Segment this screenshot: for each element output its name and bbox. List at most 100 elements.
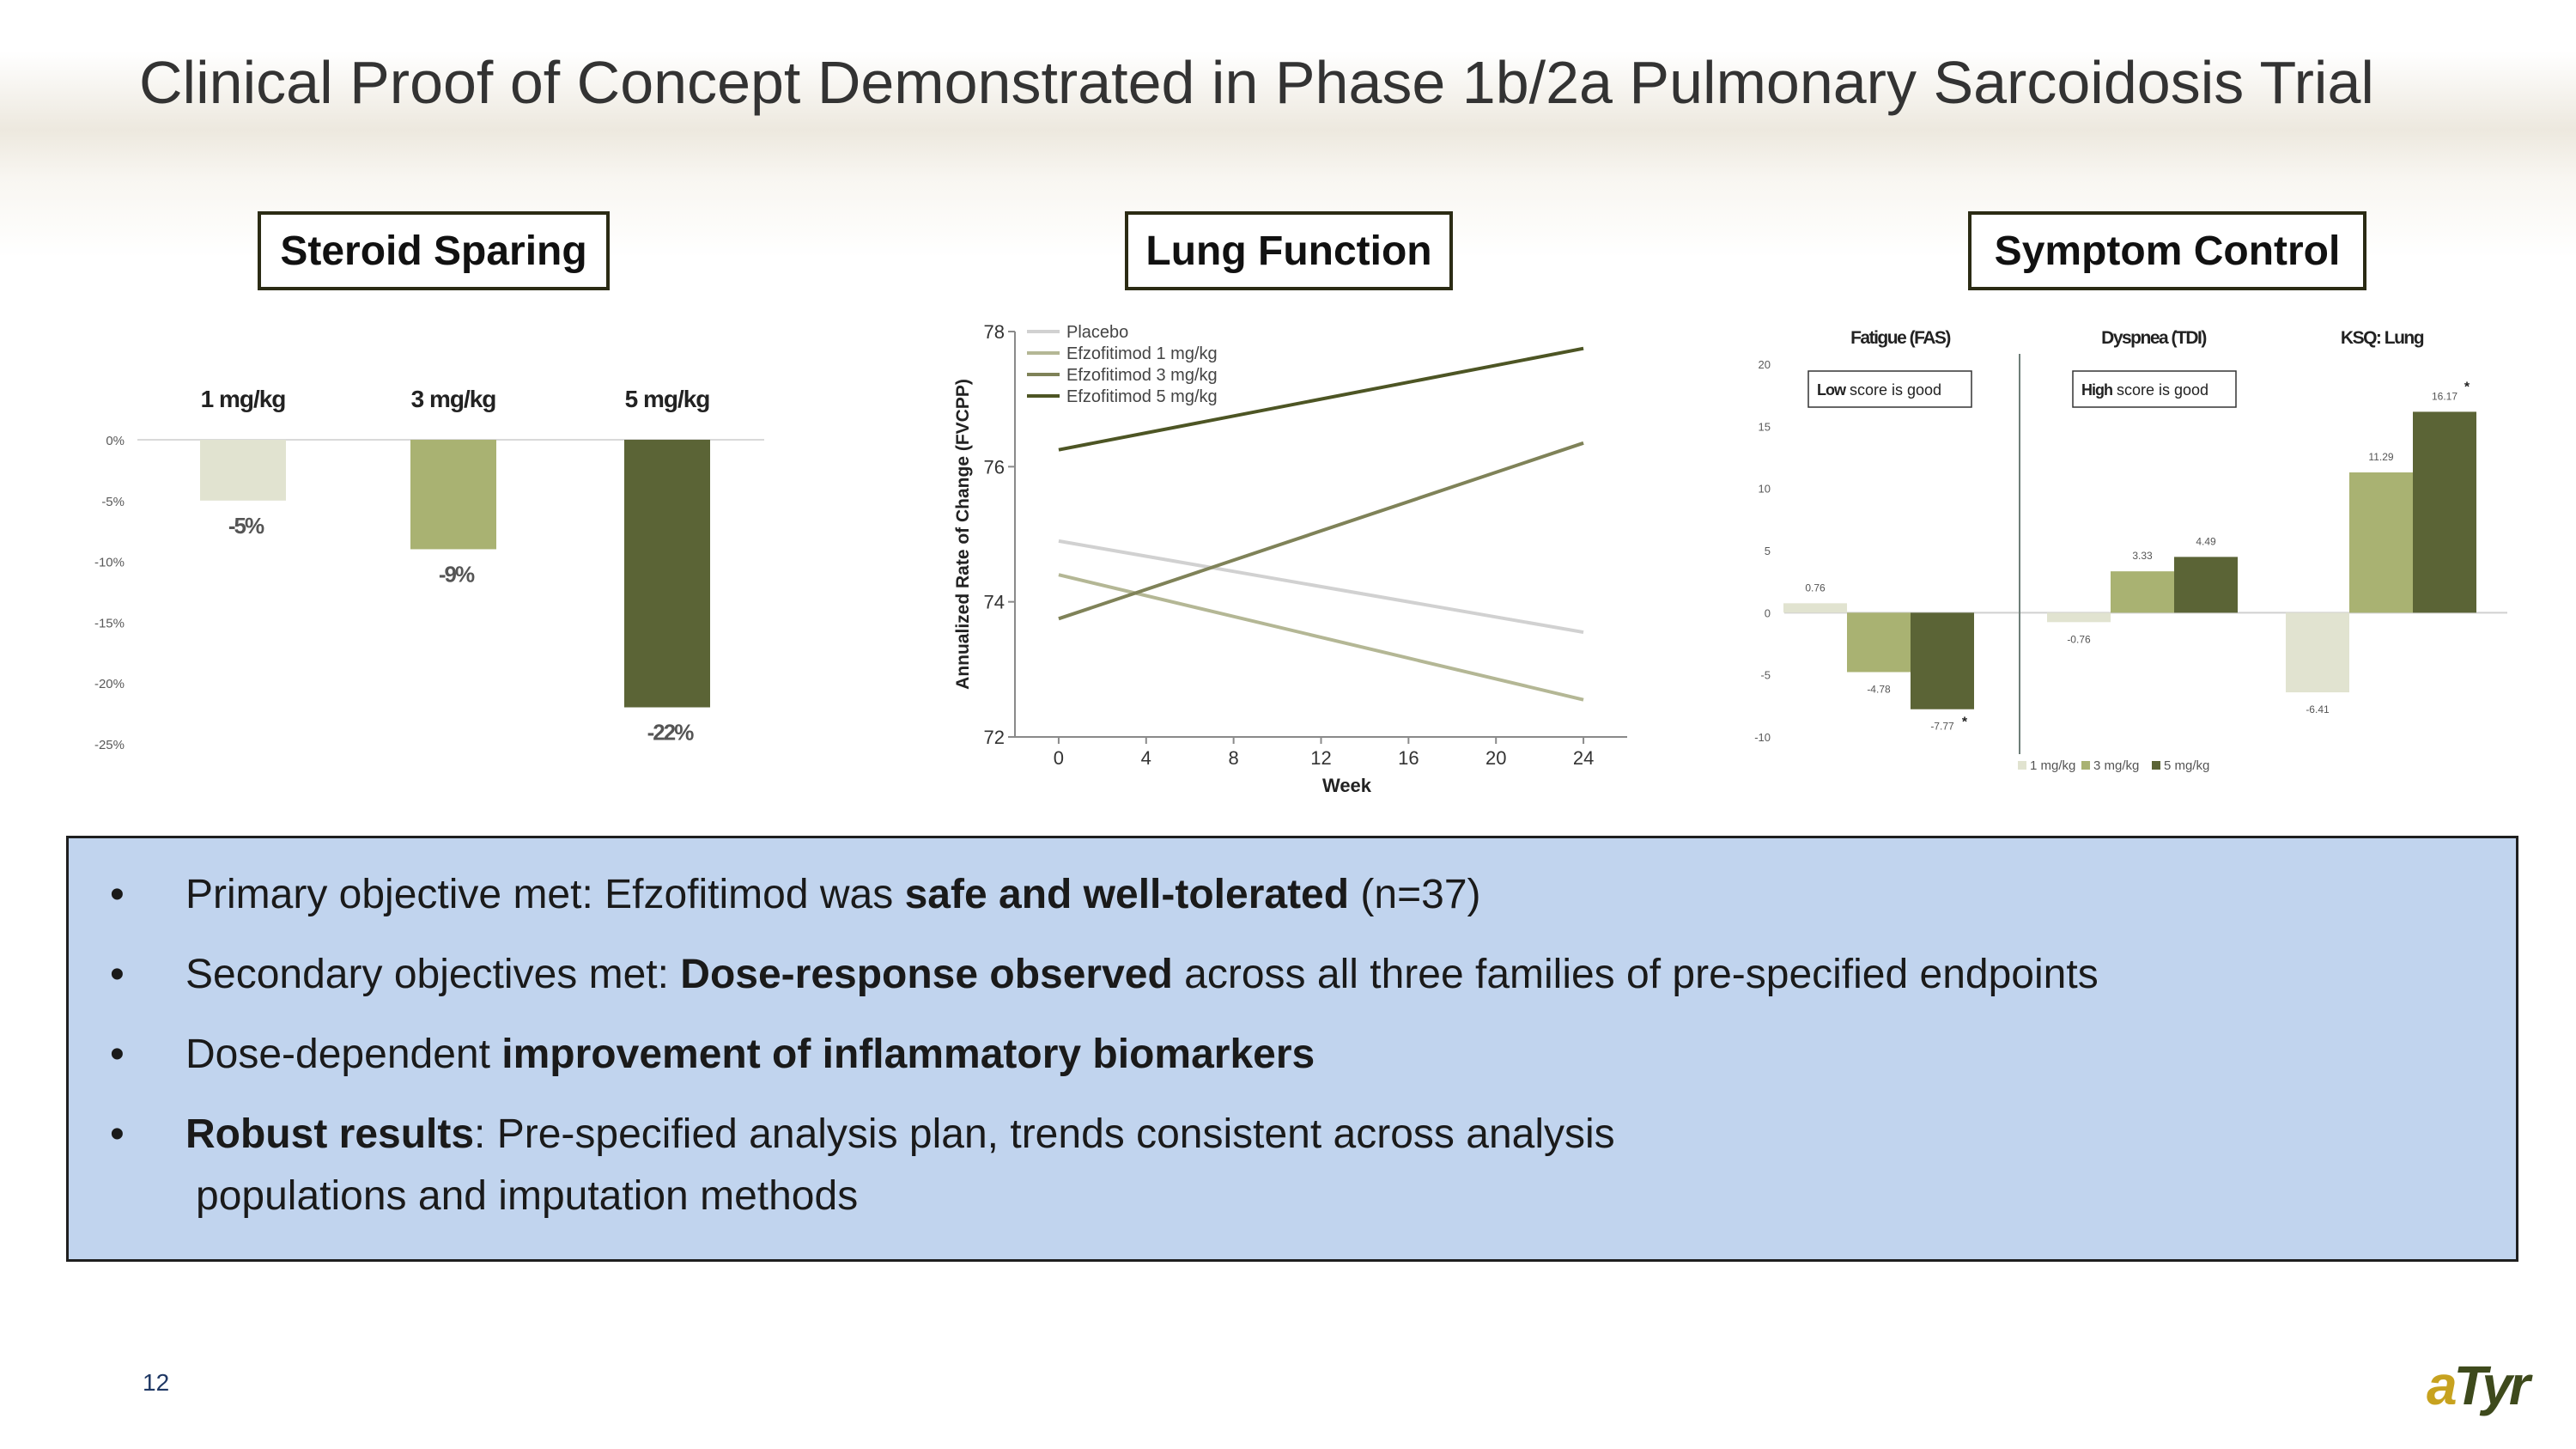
note-bold: High — [2081, 381, 2112, 399]
data-label: 0.76 — [1805, 581, 1826, 594]
legend-swatch — [2152, 761, 2160, 770]
series-line-3 — [1058, 346, 1584, 452]
lung-function-label: Lung Function — [1125, 211, 1453, 290]
bar-5mgkg — [624, 440, 710, 708]
legend-label: 1 mg/kg — [2030, 758, 2075, 773]
series-line-0 — [1058, 539, 1584, 635]
data-label: -9% — [439, 561, 475, 587]
bar-3mgkg — [410, 440, 496, 550]
legend-swatch — [2081, 761, 2090, 770]
note-rest: score is good — [1845, 381, 1941, 399]
x-tick-label: 4 — [1141, 747, 1151, 769]
data-label: 4.49 — [2196, 535, 2216, 547]
bullet-text: Primary objective met: Efzofitimod was s… — [185, 872, 1481, 917]
bar-3mgkg — [2111, 571, 2174, 613]
data-label: -22% — [647, 720, 695, 746]
bullet-text: Secondary objectives met: Dose-response … — [185, 952, 2099, 997]
group-label: Fatigue (FAS) — [1850, 328, 1950, 348]
y-tick-label: 78 — [984, 321, 1005, 343]
bullet-item: • Primary objective met: Efzofitimod was… — [69, 864, 2516, 926]
bullet-marker: • — [110, 1111, 125, 1157]
data-label: 16.17 — [2432, 390, 2458, 402]
x-tick-label: 0 — [1054, 747, 1064, 769]
y-tick-label: -10 — [1754, 731, 1771, 744]
note-text: Low score is good — [1817, 381, 1941, 399]
y-tick-label: 20 — [1759, 358, 1771, 371]
y-tick-label: 5 — [1765, 545, 1771, 557]
bar-1mgkg — [200, 440, 286, 501]
y-tick-label: -5 — [1760, 669, 1771, 682]
significance-mark: * — [1962, 715, 1968, 730]
x-tick-label: 16 — [1398, 747, 1419, 769]
bar-3mgkg — [1847, 612, 1911, 673]
y-tick-label: -10% — [94, 556, 125, 570]
lung-function-chart: 72 74 76 78 0 4 8 12 16 20 24 Week Annualized Rate o… — [953, 321, 1627, 796]
bullet-item: • Secondary objectives met: Dose-respons… — [69, 944, 2516, 1006]
group-label: Dyspnea (TDI) — [2101, 328, 2206, 348]
note-rest: score is good — [2112, 381, 2208, 399]
x-tick-label: 24 — [1573, 747, 1594, 769]
y-tick-label: 74 — [984, 592, 1005, 613]
page-number: 12 — [143, 1369, 170, 1396]
y-tick-label: -15% — [94, 616, 125, 630]
data-label: 11.29 — [2368, 451, 2393, 463]
bullet-text: Robust results: Pre-specified analysis p… — [185, 1111, 1615, 1219]
bar-1mgkg — [2047, 612, 2111, 623]
y-tick-label: 10 — [1759, 483, 1771, 496]
y-tick-label: 0% — [106, 434, 125, 448]
data-label: -0.76 — [2067, 633, 2091, 645]
legend-label: Efzofitimod 3 mg/kg — [1066, 366, 1218, 385]
symptom-control-chart: 20 15 10 5 0 -5 -10 Fatigue (FAS) Dyspnea (TDI) K… — [1754, 328, 2507, 773]
note-text: High score is good — [2081, 381, 2208, 399]
bar-3mgkg — [2349, 472, 2413, 613]
significance-mark: * — [2464, 380, 2470, 394]
legend-label: 5 mg/kg — [2164, 758, 2209, 773]
y-tick-label: 76 — [984, 456, 1005, 478]
y-axis-label: Annualized Rate of Change (FVCPP) — [953, 379, 973, 690]
data-label: -5% — [228, 513, 264, 539]
note-box — [1807, 370, 1972, 408]
bar-1mgkg — [2286, 612, 2349, 693]
data-label: -4.78 — [1867, 683, 1891, 695]
bullet-text: Dose-dependent improvement of inflammato… — [185, 1032, 1315, 1077]
legend-label: Efzofitimod 5 mg/kg — [1066, 387, 1218, 406]
slide-title: Clinical Proof of Concept Demonstrated i… — [139, 49, 2374, 116]
note-bold: Low — [1817, 381, 1847, 399]
y-tick-label: -25% — [94, 738, 125, 752]
bar-5mgkg — [2174, 557, 2238, 613]
steroid-sparing-label: Steroid Sparing — [258, 211, 610, 290]
bullet-item: • Dose-dependent improvement of inflamma… — [69, 1024, 2516, 1086]
bar-1mgkg — [1783, 603, 1847, 613]
note-box — [2072, 370, 2237, 408]
series-line-2 — [1058, 441, 1584, 621]
category-label: 3 mg/kg — [411, 386, 496, 412]
y-tick-label: 15 — [1759, 420, 1771, 433]
data-label: -6.41 — [2306, 703, 2330, 715]
symptom-control-label: Symptom Control — [1968, 211, 2366, 290]
data-label: -7.77 — [1930, 721, 1954, 733]
steroid-sparing-chart: 0% -5% -10% -15% -20% -25% 1 mg/kg -5% 3 mg/kg -9… — [94, 386, 764, 752]
legend-label: 3 mg/kg — [2093, 758, 2139, 773]
bullet-item: • Robust results: Pre-specified analysis… — [69, 1104, 2516, 1227]
legend-swatch — [2018, 761, 2026, 770]
x-tick-label: 8 — [1229, 747, 1239, 769]
y-tick-label: -5% — [101, 495, 125, 509]
bullet-marker: • — [110, 952, 125, 997]
key-findings-box: • Primary objective met: Efzofitimod was… — [66, 836, 2518, 1262]
atyr-logo: aTyr — [2427, 1355, 2530, 1416]
x-axis-label: Week — [1322, 775, 1372, 796]
group-label: KSQ: Lung — [2341, 328, 2424, 348]
x-tick-label: 20 — [1485, 747, 1506, 769]
y-tick-label: -20% — [94, 677, 125, 691]
bullet-marker: • — [110, 1032, 125, 1077]
category-label: 5 mg/kg — [625, 386, 710, 412]
legend-label: Placebo — [1066, 323, 1128, 342]
y-tick-label: 72 — [984, 727, 1005, 748]
bullet-marker: • — [110, 872, 125, 917]
bar-5mgkg — [2413, 411, 2476, 613]
series-line-1 — [1058, 573, 1584, 702]
x-tick-label: 12 — [1310, 747, 1331, 769]
category-label: 1 mg/kg — [201, 386, 286, 412]
y-tick-label: 0 — [1765, 606, 1771, 619]
data-label: 3.33 — [2132, 550, 2153, 562]
